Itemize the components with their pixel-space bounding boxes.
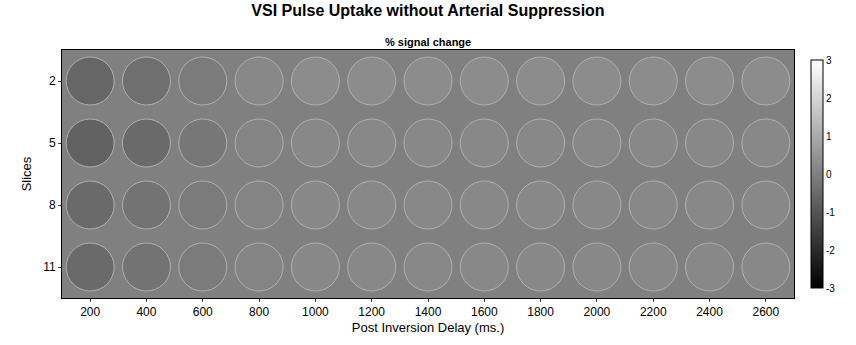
- svg-text:-2: -2: [826, 245, 835, 256]
- svg-text:1400: 1400: [415, 305, 442, 319]
- svg-text:800: 800: [249, 305, 269, 319]
- svg-text:% signal change: % signal change: [385, 36, 471, 48]
- svg-text:5: 5: [49, 136, 56, 150]
- svg-text:Slices: Slices: [19, 156, 34, 191]
- svg-text:2400: 2400: [696, 305, 723, 319]
- svg-text:2: 2: [49, 74, 56, 88]
- svg-text:200: 200: [80, 305, 100, 319]
- svg-text:3: 3: [826, 55, 832, 66]
- svg-text:1200: 1200: [358, 305, 385, 319]
- svg-text:600: 600: [193, 305, 213, 319]
- svg-text:-1: -1: [826, 207, 835, 218]
- svg-text:2600: 2600: [752, 305, 779, 319]
- svg-text:2200: 2200: [640, 305, 667, 319]
- svg-text:2000: 2000: [584, 305, 611, 319]
- svg-text:Post Inversion Delay (ms.): Post Inversion Delay (ms.): [352, 320, 504, 335]
- svg-text:1600: 1600: [471, 305, 498, 319]
- svg-text:VSI Pulse Uptake without Arter: VSI Pulse Uptake without Arterial Suppre…: [251, 2, 604, 19]
- svg-text:2: 2: [826, 93, 832, 104]
- svg-text:1800: 1800: [527, 305, 554, 319]
- svg-text:400: 400: [136, 305, 156, 319]
- svg-text:-3: -3: [826, 283, 835, 294]
- svg-text:0: 0: [826, 169, 832, 180]
- svg-text:1: 1: [826, 131, 832, 142]
- svg-text:8: 8: [49, 198, 56, 212]
- svg-text:11: 11: [43, 260, 56, 274]
- svg-text:1000: 1000: [302, 305, 329, 319]
